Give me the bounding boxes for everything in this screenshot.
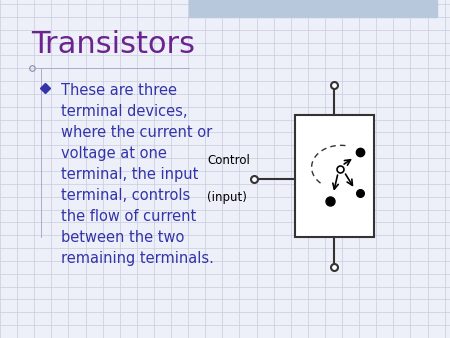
- Text: (input): (input): [207, 191, 247, 204]
- Bar: [189, 0, 436, 17]
- Bar: [295, 115, 374, 237]
- Text: Control: Control: [207, 154, 250, 167]
- Text: These are three
terminal devices,
where the current or
voltage at one
terminal, : These are three terminal devices, where …: [61, 83, 214, 266]
- Text: Transistors: Transistors: [32, 30, 195, 59]
